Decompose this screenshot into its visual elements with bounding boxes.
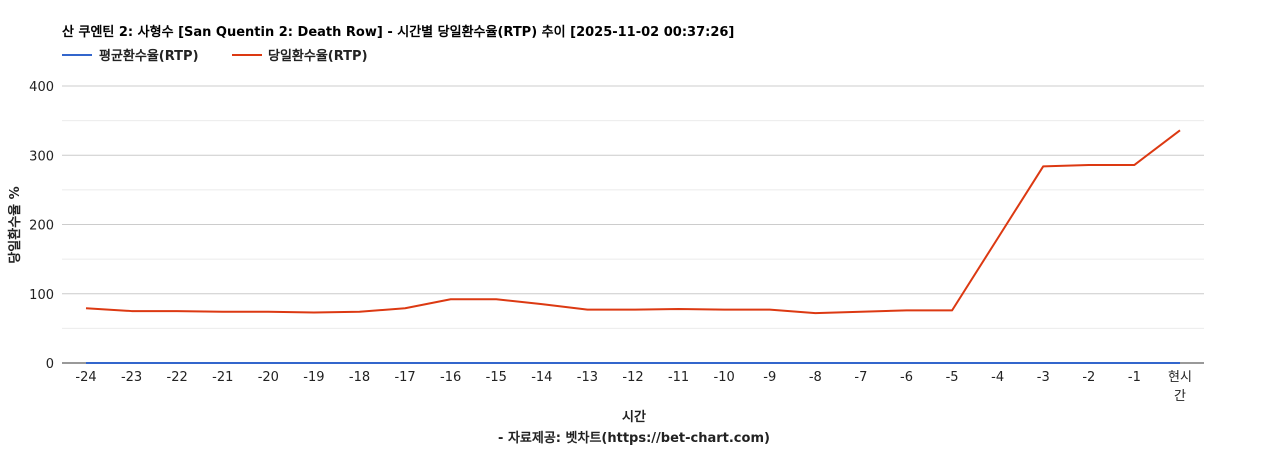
x-tick-label: -17 [394,370,415,385]
x-tick-label: -22 [167,370,188,385]
x-tick-label: -2 [1082,370,1095,385]
x-tick-label: -16 [440,370,461,385]
y-tick-label: 300 [29,149,54,164]
x-tick-label: -18 [349,370,370,385]
y-tick-label: 400 [29,80,54,95]
legend-label: 평균환수율(RTP) [99,48,199,64]
y-tick-label: 100 [29,288,54,303]
x-tick-label: -20 [258,370,279,385]
x-tick-label: -21 [212,370,233,385]
source-credit: - 자료제공: 벳차트(https://bet-chart.com) [498,430,770,446]
x-tick-label: -24 [75,370,96,385]
x-tick-label: -6 [900,370,913,385]
x-tick-label: -10 [714,370,735,385]
x-tick-label: -14 [531,370,552,385]
x-tick-label: -23 [121,370,142,385]
x-axis-ticks: -24 -23 -22 -21 -20 -19 -18 -17 -16 -15 -14 -13 -12 -… [75,370,1192,404]
x-axis-title: 시간 [622,409,646,425]
x-tick-label: -4 [991,370,1004,385]
x-tick-label: -19 [303,370,324,385]
x-tick-label: -7 [854,370,867,385]
x-tick-label: -13 [577,370,598,385]
x-tick-label: -8 [809,370,822,385]
x-tick-label: -12 [622,370,643,385]
series-line-daily-rtp [85,129,1181,315]
y-tick-label: 0 [46,357,54,372]
x-tick-label: -11 [668,370,689,385]
x-tick-label: -3 [1037,370,1050,385]
series-lines [85,129,1181,364]
y-axis-ticks: 0 100 200 300 400 [29,80,54,372]
y-tick-label: 200 [29,219,54,234]
x-tick-label: -15 [486,370,507,385]
y-axis-title: 당일환수율 % [7,186,23,263]
legend: 평균환수율(RTP) 당일환수율(RTP) [62,48,368,64]
chart-title: 산 쿠엔틴 2: 사형수 [San Quentin 2: Death Row] … [62,24,734,40]
x-tick-label: -5 [946,370,959,385]
legend-label: 당일환수율(RTP) [268,48,368,64]
grid [62,85,1204,364]
x-tick-label: 현시 간 [1168,370,1192,404]
x-tick-label: -9 [763,370,776,385]
x-tick-label: -1 [1128,370,1141,385]
